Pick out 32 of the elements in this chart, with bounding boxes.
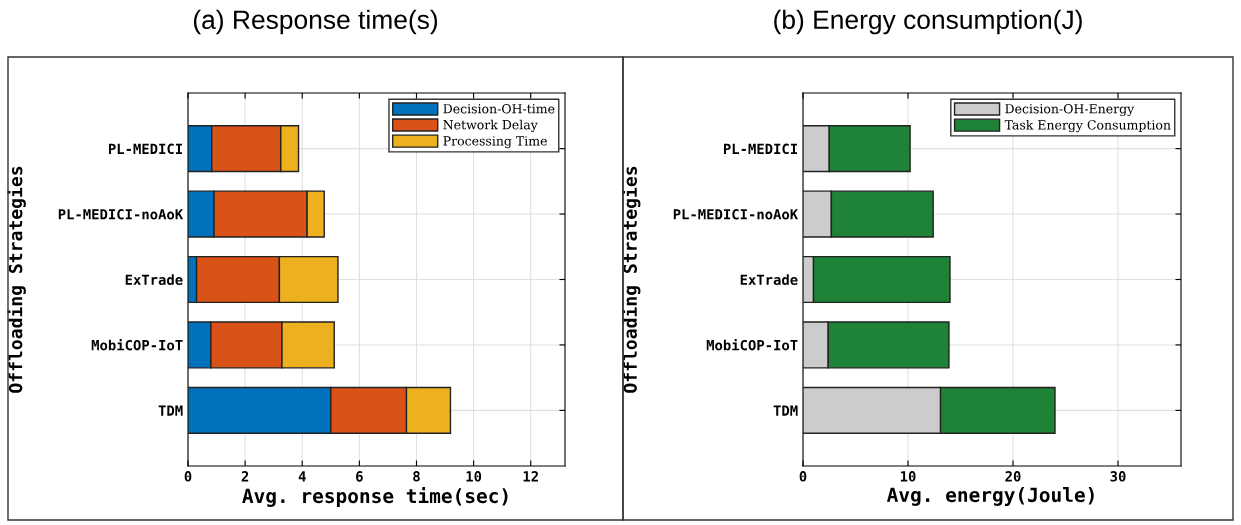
- x-tick-label: 8: [413, 471, 420, 482]
- x-tick-label: 20: [1005, 471, 1021, 482]
- y-tick-label: PL-MEDICI-noAoK: [673, 209, 799, 220]
- y-tick-label: PL-MEDICI-noAoK: [58, 209, 184, 220]
- x-axis-title: Avg. response time(sec): [242, 487, 508, 507]
- x-tick-label: 0: [799, 471, 807, 482]
- x-tick-label: 2: [241, 471, 249, 482]
- legend-label: Processing Time: [443, 136, 547, 149]
- x-axis-title: Avg. energy(Joule): [886, 487, 1094, 506]
- y-tick-label: TDM: [773, 405, 798, 416]
- y-tick-label: ExTrade: [125, 274, 183, 285]
- legend-label: Decision-OH-Energy: [1005, 103, 1135, 117]
- chart-title: (a) Response time(s): [193, 9, 438, 35]
- x-tick-label: 0: [184, 471, 192, 482]
- x-tick-label: 12: [523, 471, 538, 482]
- y-tick-label: MobiCOP-IoT: [706, 338, 798, 351]
- legend-label: Decision-OH-time: [443, 103, 555, 114]
- y-tick-label: PL-MEDICI: [108, 143, 182, 155]
- x-tick-label: 10: [466, 471, 482, 482]
- legend-label: Task Energy Consumption: [1004, 119, 1171, 133]
- x-tick-label: 30: [1110, 471, 1126, 482]
- y-axis-title: Offloading Strategies: [7, 166, 26, 393]
- y-tick-label: MobiCOP-IoT: [91, 338, 183, 351]
- x-tick-label: 4: [298, 471, 306, 482]
- x-tick-label: 6: [356, 471, 363, 482]
- y-tick-label: PL-MEDICI: [723, 143, 797, 155]
- y-tick-label: TDM: [158, 405, 183, 416]
- y-axis-title: Offloading Strategies: [622, 166, 641, 393]
- y-tick-label: ExTrade: [740, 274, 798, 285]
- x-tick-label: 10: [900, 471, 916, 482]
- legend-label: Network Delay: [443, 119, 538, 132]
- chart-title: (b) Energy consumption(J): [774, 9, 1082, 35]
